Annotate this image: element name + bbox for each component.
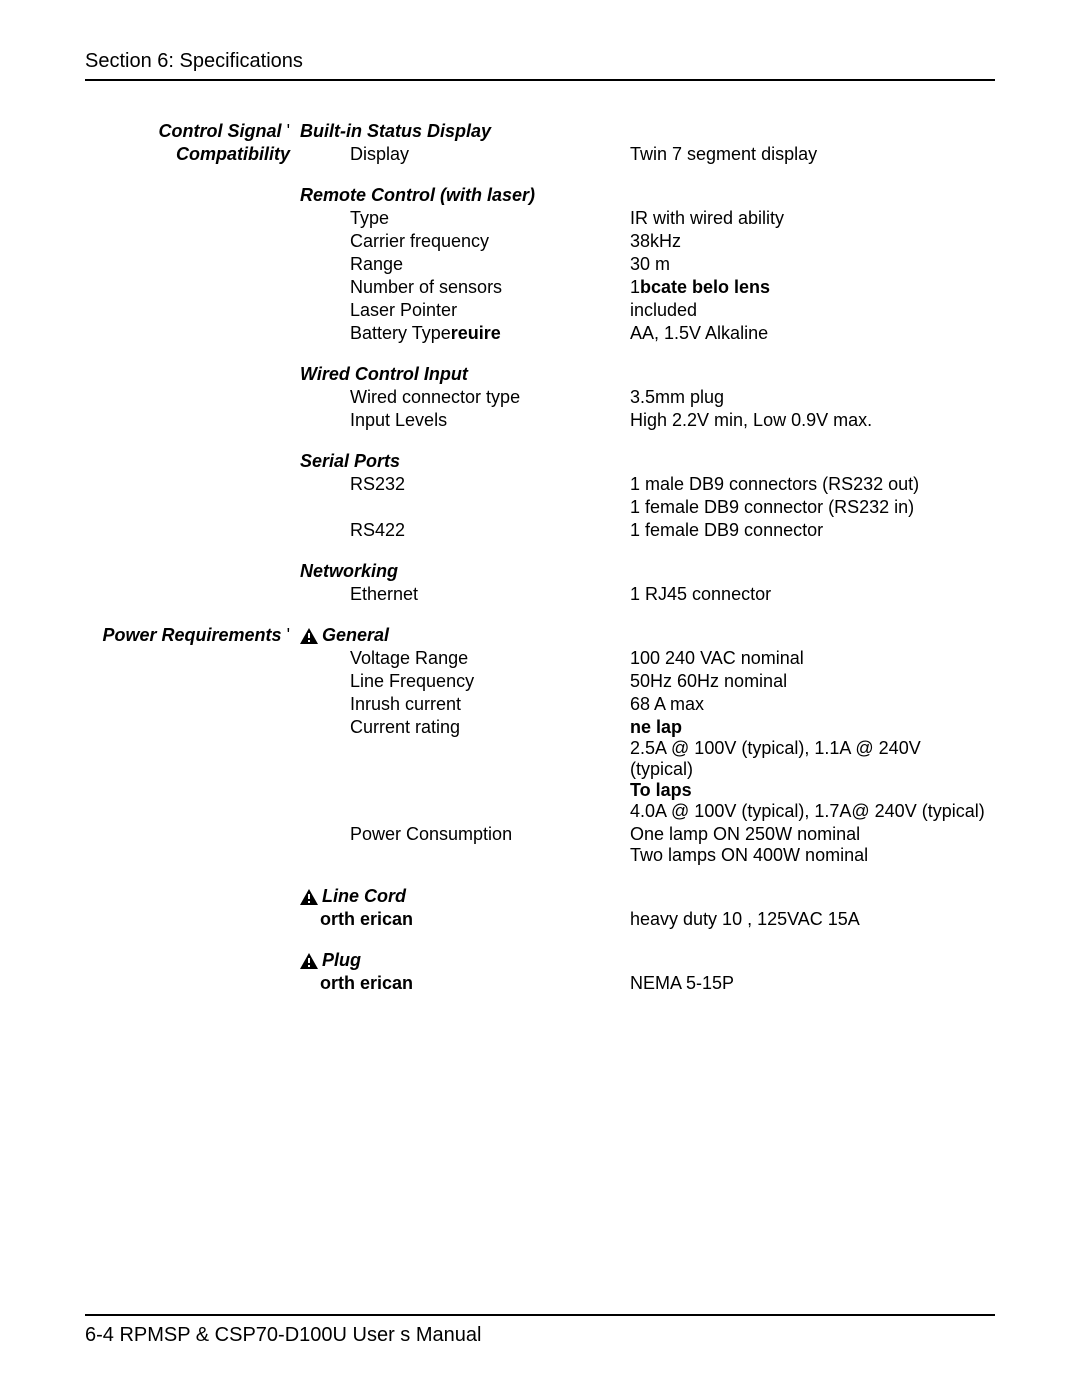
subhead-networking: Networking [300,561,630,582]
section-title: Section 6: Specifications [85,50,303,72]
label-gen-voltage: Voltage Range [300,648,630,669]
label-wc-connector: Wired connector type [300,387,630,408]
label-rc-sensors: Number of sensors [300,277,630,298]
tick-mark-2: ' [287,625,290,645]
page: Section 6: Specifications Control Signal… [0,0,1080,1397]
value-gen-linefreq: 50Hz 60Hz nominal [630,671,995,692]
warning-icon [300,889,318,905]
subhead-general: General [300,625,630,646]
label-gen-power: Power Consumption [300,824,630,866]
power-v1: One lamp ON 250W nominal [630,824,985,845]
value-rc-sensors-bold: bcate belo lens [640,277,770,297]
value-wc-connector: 3.5mm plug [630,387,995,408]
content: Control Signal ' Built-in Status Display… [85,121,995,994]
value-sp-rs232-2: 1 female DB9 connector (RS232 in) [630,497,995,518]
subhead-line-cord-txt: Line Cord [322,886,406,907]
current-l2: 4.0A @ 100V (typical), 1.7A@ 240V (typic… [630,801,985,822]
side-control-signal-2: Compatibility [176,144,290,164]
subhead-general-txt: General [322,625,389,646]
subhead-plug: Plug [300,950,630,971]
label-sp-rs422: RS422 [300,520,630,541]
subhead-wired-control: Wired Control Input [300,364,630,385]
label-linecord-na: orth erican [300,909,630,930]
current-h2: To laps [630,780,985,801]
value-rc-range: 30 m [630,254,995,275]
label-wc-levels: Input Levels [300,410,630,431]
value-gen-current-block: ne lap 2.5A @ 100V (typical), 1.1A @ 240… [630,717,995,822]
tick-mark: ' [287,121,290,141]
value-rc-type: IR with wired ability [630,208,995,229]
label-rc-battery-txt: Battery Type [350,323,451,343]
value-rc-sensors-prefix: 1 [630,277,640,297]
subhead-remote-control: Remote Control (with laser) [300,185,630,206]
power-v2: Two lamps ON 400W nominal [630,845,985,866]
subhead-plug-txt: Plug [322,950,361,971]
value-sp-rs422: 1 female DB9 connector [630,520,995,541]
label-rc-carrier: Carrier frequency [300,231,630,252]
value-rc-laser: included [630,300,995,321]
label-sp-rs232: RS232 [300,474,630,495]
value-net-ethernet: 1 RJ45 connector [630,584,995,605]
label-gen-inrush: Inrush current [300,694,630,715]
value-wc-levels: High 2.2V min, Low 0.9V max. [630,410,995,431]
value-sp-rs232-1: 1 male DB9 connectors (RS232 out) [630,474,995,495]
value-gen-inrush: 68 A max [630,694,995,715]
footer-text: 6-4 RPMSP & CSP70-D100U User s Manual [85,1324,481,1346]
current-h1: ne lap [630,717,985,738]
value-gen-voltage: 100 240 VAC nominal [630,648,995,669]
label-rc-battery: Battery Typereuire [300,323,630,344]
label-gen-linefreq: Line Frequency [300,671,630,692]
value-plug-na: NEMA 5-15P [630,973,995,994]
side-power-req: Power Requirements [102,625,281,645]
label-net-ethernet: Ethernet [300,584,630,605]
value-rc-carrier: 38kHz [630,231,995,252]
page-header: Section 6: Specifications [85,50,995,81]
label-rc-range: Range [300,254,630,275]
label-display: Display [300,144,630,165]
label-sp-rs232-blank [300,497,630,518]
label-gen-current: Current rating [300,717,630,822]
side-control-signal-1: Control Signal [159,121,282,141]
value-linecord-na: heavy duty 10 , 125VAC 15A [630,909,995,930]
value-gen-power: One lamp ON 250W nominal Two lamps ON 40… [630,824,995,866]
label-rc-type: Type [300,208,630,229]
warning-icon [300,953,318,969]
subhead-line-cord: Line Cord [300,886,630,907]
subhead-status-display: Built-in Status Display [300,121,630,142]
label-rc-battery-suffix: reuire [451,323,501,343]
value-display: Twin 7 segment display [630,144,995,165]
label-rc-laser: Laser Pointer [300,300,630,321]
warning-icon [300,628,318,644]
page-footer: 6-4 RPMSP & CSP70-D100U User s Manual [85,1314,995,1347]
current-l1: 2.5A @ 100V (typical), 1.1A @ 240V (typi… [630,738,985,780]
value-rc-battery: AA, 1.5V Alkaline [630,323,995,344]
label-plug-na: orth erican [300,973,630,994]
value-rc-sensors: 1bcate belo lens [630,277,995,298]
subhead-serial-ports: Serial Ports [300,451,630,472]
